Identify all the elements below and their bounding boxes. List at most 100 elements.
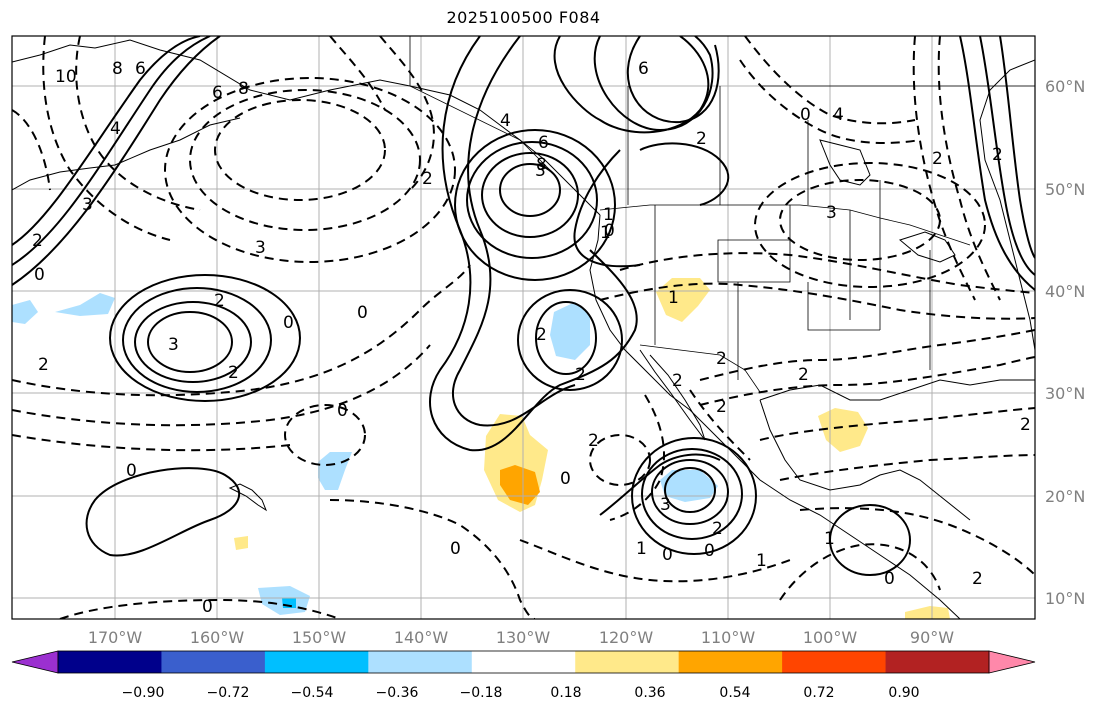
contour-line <box>429 36 638 452</box>
contour-label: 2 <box>696 129 707 149</box>
colorbar-max-extension <box>988 650 1036 674</box>
latitude-label: 30°N <box>1045 384 1085 403</box>
contour-label: 1 <box>668 288 679 308</box>
contour-label: 2 <box>536 325 547 345</box>
contour-label: 1 <box>600 223 611 243</box>
contour-line <box>779 543 941 601</box>
contour-line <box>284 404 366 466</box>
contour-line <box>12 109 51 191</box>
contour-line <box>589 434 651 486</box>
shade-region <box>12 300 38 324</box>
contour-line <box>85 467 241 557</box>
colorbar-tick-label: −0.36 <box>376 685 419 701</box>
contour-label: 4 <box>110 119 121 139</box>
contour-line <box>12 36 201 246</box>
contour-label: 6 <box>538 133 549 153</box>
contour-line <box>164 77 456 263</box>
contour-label: 0 <box>34 265 45 285</box>
contour-line <box>937 36 1001 301</box>
border-us-canada <box>599 204 971 246</box>
contour-line <box>379 36 435 191</box>
contour-label: 2 <box>575 365 586 385</box>
colorbar-tick-label: −0.72 <box>207 685 250 701</box>
contour-line <box>699 356 1035 406</box>
map-title: 2025100500 F084 <box>446 8 601 27</box>
latitude-label: 10°N <box>1045 589 1085 608</box>
longitude-label: 100°W <box>803 628 858 647</box>
contour-line <box>517 289 623 391</box>
border-state <box>807 282 880 331</box>
coastlines <box>12 39 1035 619</box>
contour-line <box>122 287 272 393</box>
longitude-label: 120°W <box>599 628 654 647</box>
contour-label: 2 <box>32 231 43 251</box>
border-state <box>717 239 791 283</box>
coastline-great-lakes <box>898 231 956 263</box>
contour-label: 6 <box>135 59 146 79</box>
contour-line <box>631 437 757 555</box>
longitude-label: 110°W <box>701 628 756 647</box>
contour-label: 1 <box>603 205 614 225</box>
contour-label: 2 <box>38 355 49 375</box>
contour-label: 6 <box>212 83 223 103</box>
contour-label: 4 <box>833 105 844 125</box>
longitude-label: 170°W <box>88 628 143 647</box>
colorbar-tick-label: 0.36 <box>634 685 665 701</box>
colorbar-bin <box>264 651 369 673</box>
shade-region <box>656 278 710 322</box>
colorbar-outline <box>57 650 990 674</box>
map-frame <box>11 35 1036 620</box>
contour-line <box>912 36 976 301</box>
contour-label: 0 <box>800 105 811 125</box>
shade-region <box>550 302 590 360</box>
contour-label: 2 <box>588 431 599 451</box>
contour-line <box>553 36 710 134</box>
colorbar-ticks: −0.90 −0.72 −0.54 −0.36 −0.18 0.18 0.36 … <box>122 685 920 701</box>
longitude-labels: 170°W 160°W 150°W 140°W 130°W 120°W 110°… <box>88 628 954 647</box>
contour-label: 3 <box>535 161 546 181</box>
contour-label: 0 <box>126 461 137 481</box>
colorbar-bin <box>885 651 990 673</box>
coastline-hawaii <box>228 483 268 512</box>
coastline-hudson <box>819 139 871 186</box>
contour-line <box>651 459 729 525</box>
contour-line <box>519 539 791 583</box>
contour-label: 1 <box>756 551 767 571</box>
contour-label: 0 <box>662 545 673 565</box>
border-alaska-canada <box>409 36 551 171</box>
contour-line <box>959 36 1035 291</box>
longitude-label: 140°W <box>394 628 449 647</box>
contour-label: 3 <box>660 495 671 515</box>
contour-line <box>451 36 576 427</box>
contour-line <box>59 598 341 619</box>
contour-label: 3 <box>82 195 93 215</box>
contour-line <box>739 59 921 144</box>
contour-label: 8 <box>238 79 249 99</box>
contour-line <box>626 36 720 124</box>
shade-region <box>55 293 115 316</box>
contour-line <box>979 36 1035 276</box>
contour-label: 0 <box>884 569 895 589</box>
colorbar-min-extension <box>11 650 59 674</box>
contour-label: 8 <box>112 59 123 79</box>
contour-line <box>999 36 1035 259</box>
contour-line <box>329 499 536 619</box>
contour-line <box>829 504 911 576</box>
contour-label-group: 10 8 6 6 8 4 3 3 2 2 0 3 2 0 2 0 0 3 2 2… <box>32 59 1031 617</box>
colorbar-bin <box>471 651 576 673</box>
contour-label: 0 <box>202 597 213 617</box>
contour-label: 1 <box>824 529 835 549</box>
shade-region <box>660 470 718 502</box>
contour-label: 2 <box>672 371 683 391</box>
solid-contours <box>12 36 1035 576</box>
shade-region <box>500 465 540 505</box>
contour-line <box>466 141 598 259</box>
contour-line <box>641 448 743 540</box>
colorbar: −0.90 −0.72 −0.54 −0.36 −0.18 0.18 0.36 … <box>11 650 1036 701</box>
contour-label: 0 <box>604 221 615 241</box>
colorbar-bin <box>575 651 680 673</box>
contour-line <box>754 162 986 288</box>
shade-region <box>905 606 950 619</box>
contour-line <box>699 329 1035 381</box>
colorbar-tick-label: 0.54 <box>719 685 750 701</box>
